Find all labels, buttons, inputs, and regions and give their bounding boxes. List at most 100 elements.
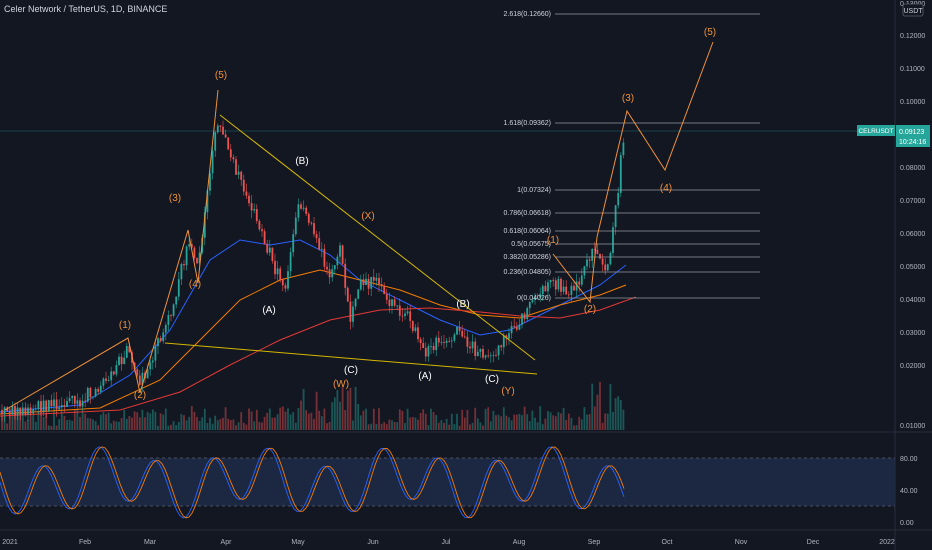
volume-bar — [513, 414, 516, 430]
candle-body — [502, 335, 505, 348]
last-price-text: 0.09123 — [899, 129, 924, 136]
candle-body — [406, 311, 409, 314]
time-label: Sep — [588, 539, 601, 546]
candle-body — [188, 243, 191, 247]
volume-bar — [476, 418, 479, 430]
volume-bar — [292, 412, 295, 430]
volume-bar — [474, 407, 477, 430]
impulse-wave-2-start[interactable] — [552, 236, 598, 304]
candle-body — [320, 248, 323, 250]
oscillator-axis[interactable]: 80.00 40.00 0.00 — [900, 456, 918, 527]
volume-bar — [24, 421, 27, 430]
impulse-wave-1[interactable] — [4, 89, 219, 411]
currency-button[interactable] — [902, 3, 924, 17]
volume-bar — [211, 423, 214, 430]
volume-bar — [614, 398, 617, 430]
volume-bar — [575, 425, 578, 430]
candle-body — [107, 380, 110, 382]
candle-body — [73, 395, 76, 404]
candle-body — [518, 324, 521, 330]
candle-body — [180, 264, 183, 280]
volume-bar — [53, 408, 55, 430]
candle-body — [292, 234, 295, 253]
volume-bar — [128, 416, 131, 430]
candle-body — [151, 360, 154, 363]
candle-body — [534, 298, 536, 300]
volume-bar — [588, 414, 591, 430]
candle-body — [245, 191, 248, 196]
volume-bar — [482, 425, 484, 430]
candle-body — [271, 247, 274, 261]
price-axis[interactable]: 0.13000 0.12000 0.11000 0.10000 0.08000 … — [900, 1, 925, 430]
candle-body — [604, 264, 607, 271]
time-axis[interactable]: 2021 Feb Mar Apr May Jun Jul Aug Sep Oct… — [2, 539, 895, 546]
fib-label: 0.382(0.05286) — [504, 254, 551, 261]
fib-levels[interactable] — [555, 13, 760, 299]
volume-bar — [180, 414, 183, 430]
candle-body — [443, 342, 445, 343]
volume-bar — [448, 424, 451, 430]
volume-bar — [274, 417, 276, 430]
candle-body — [417, 327, 419, 340]
volume-bar — [557, 412, 560, 430]
volume-bar — [21, 408, 24, 430]
candle-body — [71, 395, 74, 399]
volume-bar — [339, 401, 341, 430]
volume-bar — [424, 413, 427, 430]
volume-bar — [539, 406, 542, 430]
volume-bar — [63, 415, 66, 430]
volume-bar — [123, 409, 126, 430]
ma-blue-line — [0, 239, 627, 413]
volume-bar — [144, 417, 146, 430]
candle-body — [378, 277, 380, 285]
candle-body — [237, 171, 240, 175]
candle-body — [372, 276, 375, 281]
candle-body — [250, 203, 253, 211]
price-tick: 0.06000 — [900, 231, 925, 238]
price-tick: 0.11000 — [900, 66, 925, 73]
volume-bar — [263, 416, 266, 430]
candle-body — [586, 259, 588, 267]
candle-body — [16, 407, 19, 416]
candle-body — [541, 285, 544, 294]
volume-bar — [86, 418, 89, 430]
volume-bar — [406, 408, 409, 430]
volume-bar — [510, 420, 513, 430]
volume-bar — [341, 386, 344, 430]
volume-bar — [523, 406, 526, 430]
countdown-text: 10:24:16 — [899, 139, 926, 146]
candle-body — [94, 388, 97, 397]
volume-bar — [593, 406, 596, 430]
wave-label: (3) — [622, 93, 634, 104]
upper-trendline[interactable] — [219, 114, 536, 361]
candle-body — [110, 371, 113, 381]
candle-body — [287, 271, 289, 289]
candle-body — [424, 347, 427, 357]
candle-body — [479, 348, 482, 352]
volume-bar — [398, 409, 401, 430]
candle-body — [300, 204, 302, 209]
volume-bar — [487, 407, 490, 430]
volume-bar — [185, 420, 188, 430]
volume-bar — [323, 408, 326, 430]
volume-bar — [552, 415, 555, 430]
volume-bar — [73, 409, 76, 430]
volume-bar — [196, 416, 198, 430]
candle-body — [50, 400, 53, 407]
volume-bar — [14, 411, 16, 430]
fib-label: 1(0.07324) — [517, 187, 551, 194]
candle-body — [89, 387, 92, 398]
volume-bar — [47, 425, 50, 430]
candle-body — [458, 327, 461, 331]
candle-body — [570, 285, 573, 295]
candle-body — [469, 346, 471, 349]
lower-trendline[interactable] — [164, 342, 538, 375]
volume-bar — [222, 417, 224, 430]
volume-bar — [235, 425, 237, 430]
impulse-wave-2[interactable] — [596, 41, 714, 238]
candle-body — [253, 209, 256, 211]
volume-bar — [40, 411, 42, 430]
volume-bar — [505, 415, 508, 430]
candle-body — [396, 305, 399, 307]
